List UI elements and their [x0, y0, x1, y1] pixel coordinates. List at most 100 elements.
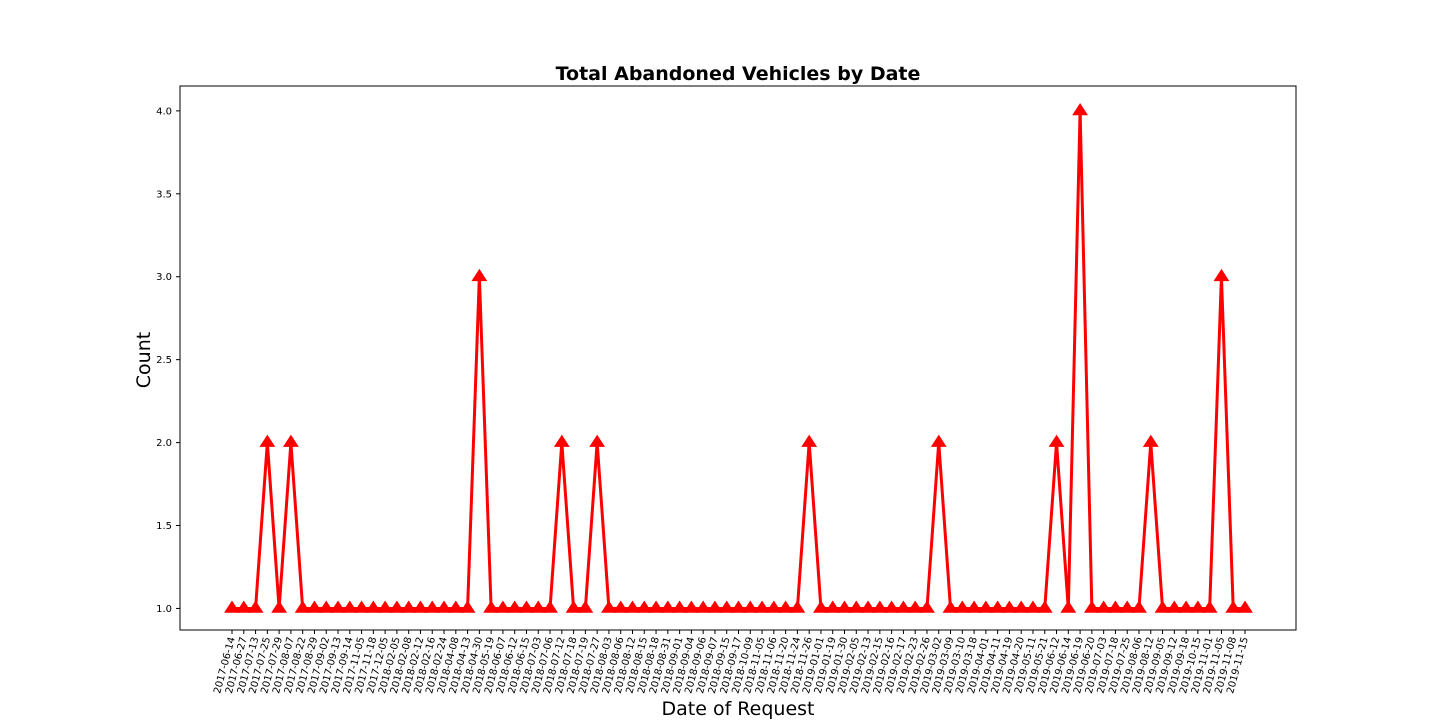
y-axis-label: Count: [133, 332, 155, 388]
data-point: [483, 600, 500, 613]
data-point: [1107, 600, 1124, 613]
data-point: [1225, 600, 1242, 613]
data-point: [695, 600, 712, 613]
data-point: [1060, 600, 1077, 613]
plot-frame: [179, 85, 1297, 631]
y-tick-label: 1.0: [156, 604, 172, 615]
data-point: [671, 600, 688, 613]
data-point: [436, 600, 452, 613]
data-point: [259, 434, 276, 447]
data-point: [648, 600, 664, 613]
data-point: [707, 600, 723, 613]
data-point: [966, 600, 982, 613]
data-point: [447, 600, 464, 613]
data-point: [730, 600, 747, 613]
data-point: [294, 600, 311, 613]
data-point: [824, 600, 841, 613]
data-point: [1213, 268, 1230, 282]
data-point: [506, 600, 523, 613]
data-point: [1178, 600, 1195, 613]
x-axis: 2017-06-142017-06-272017-07-132017-07-25…: [212, 630, 1251, 695]
data-point: [495, 600, 511, 613]
y-tick-label: 2.0: [156, 438, 172, 449]
series-line: [232, 110, 1245, 610]
data-point: [612, 600, 629, 613]
data-point: [919, 600, 935, 613]
data-point: [530, 600, 547, 613]
data-point: [742, 600, 759, 613]
data-point: [400, 600, 417, 613]
data-point: [235, 600, 252, 613]
data-point: [601, 600, 617, 613]
data-point: [353, 600, 370, 613]
data-point: [1083, 600, 1100, 613]
data-point: [813, 600, 829, 613]
data-point: [883, 600, 900, 613]
data-point: [1237, 600, 1253, 613]
data-point: [1119, 600, 1136, 613]
data-point: [1072, 102, 1089, 116]
data-point: [659, 600, 676, 613]
data-point: [518, 600, 535, 613]
data-point: [765, 600, 782, 613]
plot-area: [179, 85, 1297, 631]
data-point: [636, 600, 653, 613]
data-point: [271, 600, 288, 613]
data-point: [683, 600, 700, 613]
data-point: [1013, 600, 1030, 613]
data-point: [341, 600, 358, 613]
data-point: [318, 600, 335, 613]
data-point: [553, 434, 570, 447]
data-point: [306, 600, 323, 613]
data-point: [860, 600, 876, 613]
y-tick-label: 4.0: [156, 106, 172, 117]
series-layer: [224, 102, 1253, 613]
chart-title: Total Abandoned Vehicles by Date: [556, 63, 921, 85]
data-point: [247, 600, 264, 613]
data-point: [459, 600, 476, 613]
data-point: [1201, 600, 1218, 613]
data-point: [801, 434, 818, 447]
data-point: [1048, 434, 1065, 447]
data-point: [848, 600, 865, 613]
y-axis: 1.0 1.5 2.0 2.5 3.0 3.5 4.0: [156, 106, 180, 615]
data-point: [330, 600, 346, 613]
data-point: [565, 600, 582, 613]
data-point: [954, 600, 971, 613]
data-point: [1142, 434, 1159, 447]
data-point: [789, 600, 806, 613]
data-point: [1154, 600, 1171, 613]
data-point: [754, 600, 770, 613]
data-point: [895, 600, 912, 613]
y-tick-label: 1.5: [156, 521, 172, 532]
data-point: [471, 268, 488, 282]
data-point: [1131, 600, 1147, 613]
data-point: [577, 600, 594, 613]
y-tick-label: 3.5: [156, 189, 172, 200]
y-tick-label: 3.0: [156, 272, 172, 283]
data-point: [942, 600, 959, 613]
data-point: [224, 600, 240, 613]
data-point: [977, 600, 994, 613]
data-point: [930, 434, 947, 447]
data-point: [412, 600, 429, 613]
data-point: [777, 600, 794, 613]
data-point: [1001, 600, 1018, 613]
data-point: [907, 600, 924, 613]
data-point: [1189, 600, 1206, 613]
data-point: [424, 600, 441, 613]
data-point: [836, 600, 853, 613]
data-point: [1166, 600, 1183, 613]
data-point: [388, 600, 405, 613]
data-point: [1036, 600, 1053, 613]
data-point: [589, 434, 606, 447]
data-point: [624, 600, 641, 613]
data-point: [871, 600, 888, 613]
data-point: [282, 434, 299, 447]
data-point: [377, 600, 394, 613]
data-point: [989, 600, 1006, 613]
data-point: [1095, 600, 1112, 613]
data-point: [718, 600, 735, 613]
data-point: [365, 600, 382, 613]
